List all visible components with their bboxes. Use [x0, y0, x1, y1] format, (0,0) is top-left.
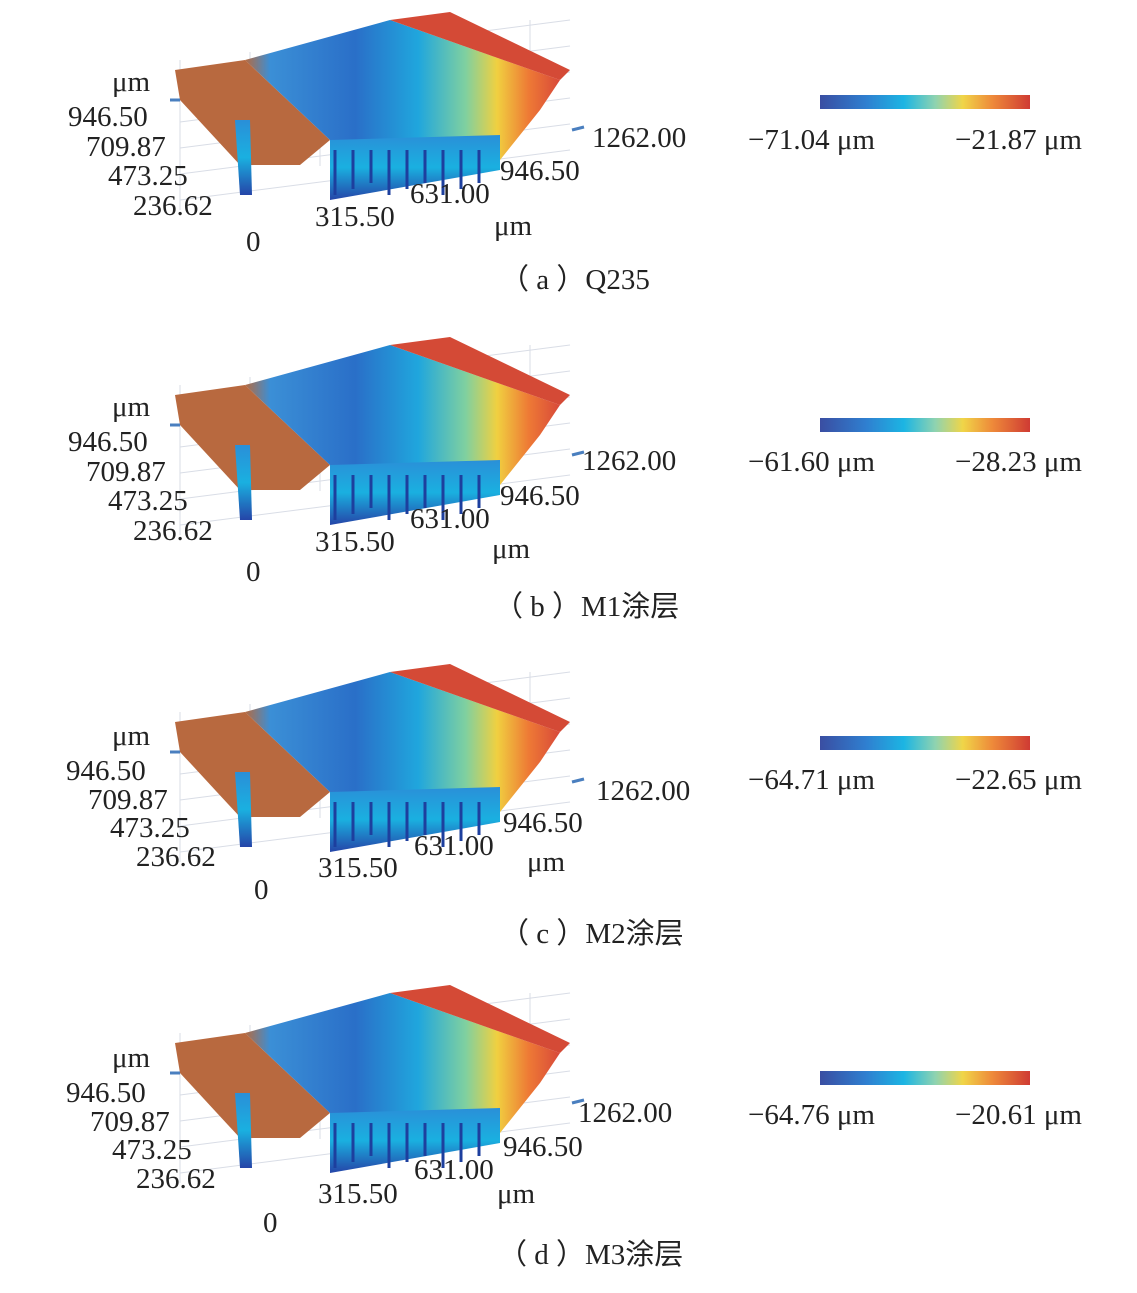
x-tick-label: 946.50	[500, 480, 580, 512]
x-tick-label: 315.50	[318, 852, 398, 884]
y-tick-label: 473.25	[108, 160, 188, 192]
x-tick-label: 315.50	[318, 1178, 398, 1210]
panel-a: μm 946.50 709.87 473.25 236.62 0 315.50 …	[0, 0, 1137, 320]
panel-caption: （ b ）M1涂层	[494, 591, 680, 623]
colorbar-max-label: −20.61 μm	[955, 1099, 1082, 1131]
left-plateau	[175, 60, 330, 165]
origin-label: 0	[254, 874, 269, 906]
colorbar-min-label: −64.76 μm	[748, 1099, 875, 1131]
colorbar	[820, 736, 1030, 750]
y-tick-label: 946.50	[68, 101, 148, 133]
y-tick-label: 473.25	[108, 485, 188, 517]
left-spike	[235, 1093, 252, 1168]
panel-c: μm 946.50 709.87 473.25 236.62 0 315.50 …	[0, 652, 1137, 972]
depth-tick-label: 1262.00	[592, 122, 687, 154]
trough-surface	[245, 20, 560, 170]
left-plateau	[175, 712, 330, 817]
y-tick-label: 709.87	[86, 131, 166, 163]
y-tick-label: 709.87	[88, 784, 168, 816]
y-tick-label: 946.50	[66, 1077, 146, 1109]
left-plateau	[175, 1033, 330, 1138]
z-unit-label: μm	[112, 720, 151, 752]
left-spike	[235, 772, 252, 847]
trough-surface	[245, 672, 560, 822]
right-plateau	[390, 985, 570, 1053]
x-unit-label: μm	[494, 210, 533, 242]
colorbar-max-label: −22.65 μm	[955, 764, 1082, 796]
colorbar-min-label: −61.60 μm	[748, 446, 875, 478]
colorbar-max-label: −21.87 μm	[955, 124, 1082, 156]
y-tick-label: 946.50	[66, 755, 146, 787]
x-tick-label: 631.00	[414, 1154, 494, 1186]
colorbar-min-label: −71.04 μm	[748, 124, 875, 156]
y-tick-label: 236.62	[133, 190, 213, 222]
panel-d: μm 946.50 709.87 473.25 236.62 0 315.50 …	[0, 973, 1137, 1293]
colorbar	[820, 418, 1030, 432]
x-unit-label: μm	[497, 1178, 536, 1210]
axis-tick	[571, 777, 585, 784]
x-tick-label: 946.50	[500, 155, 580, 187]
panel-caption: （ c ）M2涂层	[500, 918, 684, 950]
y-tick-label: 709.87	[86, 456, 166, 488]
y-tick-label: 236.62	[136, 841, 216, 873]
trough-surface	[245, 993, 560, 1143]
z-unit-label: μm	[112, 66, 151, 98]
y-tick-label: 473.25	[110, 812, 190, 844]
colorbar	[820, 95, 1030, 109]
origin-label: 0	[246, 226, 261, 258]
x-tick-label: 946.50	[503, 807, 583, 839]
surface-plot	[170, 12, 585, 210]
colorbar-min-label: −64.71 μm	[748, 764, 875, 796]
y-tick-label: 709.87	[90, 1106, 170, 1138]
trough-surface	[245, 345, 560, 495]
origin-label: 0	[246, 556, 261, 588]
x-unit-label: μm	[527, 846, 566, 878]
y-tick-label: 236.62	[133, 515, 213, 547]
left-spike	[235, 120, 252, 195]
depth-tick-label: 1262.00	[582, 445, 677, 477]
colorbar-max-label: −28.23 μm	[955, 446, 1082, 478]
z-unit-label: μm	[112, 391, 151, 423]
x-tick-label: 631.00	[410, 503, 490, 535]
axis-tick	[571, 450, 585, 457]
x-unit-label: μm	[492, 533, 531, 565]
left-spike	[235, 445, 252, 520]
axis-tick	[571, 1098, 585, 1105]
panel-b: μm 946.50 709.87 473.25 236.62 0 315.50 …	[0, 325, 1137, 645]
y-tick-label: 946.50	[68, 426, 148, 458]
y-tick-label: 473.25	[112, 1134, 192, 1166]
right-plateau	[390, 12, 570, 80]
surface-plot	[170, 337, 585, 535]
axis-tick	[571, 125, 585, 132]
origin-label: 0	[263, 1207, 278, 1239]
right-plateau	[390, 664, 570, 732]
panel-caption: （ a ）Q235	[500, 264, 650, 296]
x-tick-label: 631.00	[410, 178, 490, 210]
surface-plot	[170, 985, 585, 1183]
y-tick-label: 236.62	[136, 1163, 216, 1195]
left-plateau	[175, 385, 330, 490]
x-tick-label: 315.50	[315, 526, 395, 558]
panel-caption: （ d ）M3涂层	[498, 1239, 684, 1271]
colorbar	[820, 1071, 1030, 1085]
x-tick-label: 946.50	[503, 1131, 583, 1163]
right-plateau	[390, 337, 570, 405]
z-unit-label: μm	[112, 1042, 151, 1074]
surface-plot	[170, 664, 585, 862]
x-tick-label: 315.50	[315, 201, 395, 233]
x-tick-label: 631.00	[414, 830, 494, 862]
depth-tick-label: 1262.00	[596, 775, 691, 807]
depth-tick-label: 1262.00	[578, 1097, 673, 1129]
